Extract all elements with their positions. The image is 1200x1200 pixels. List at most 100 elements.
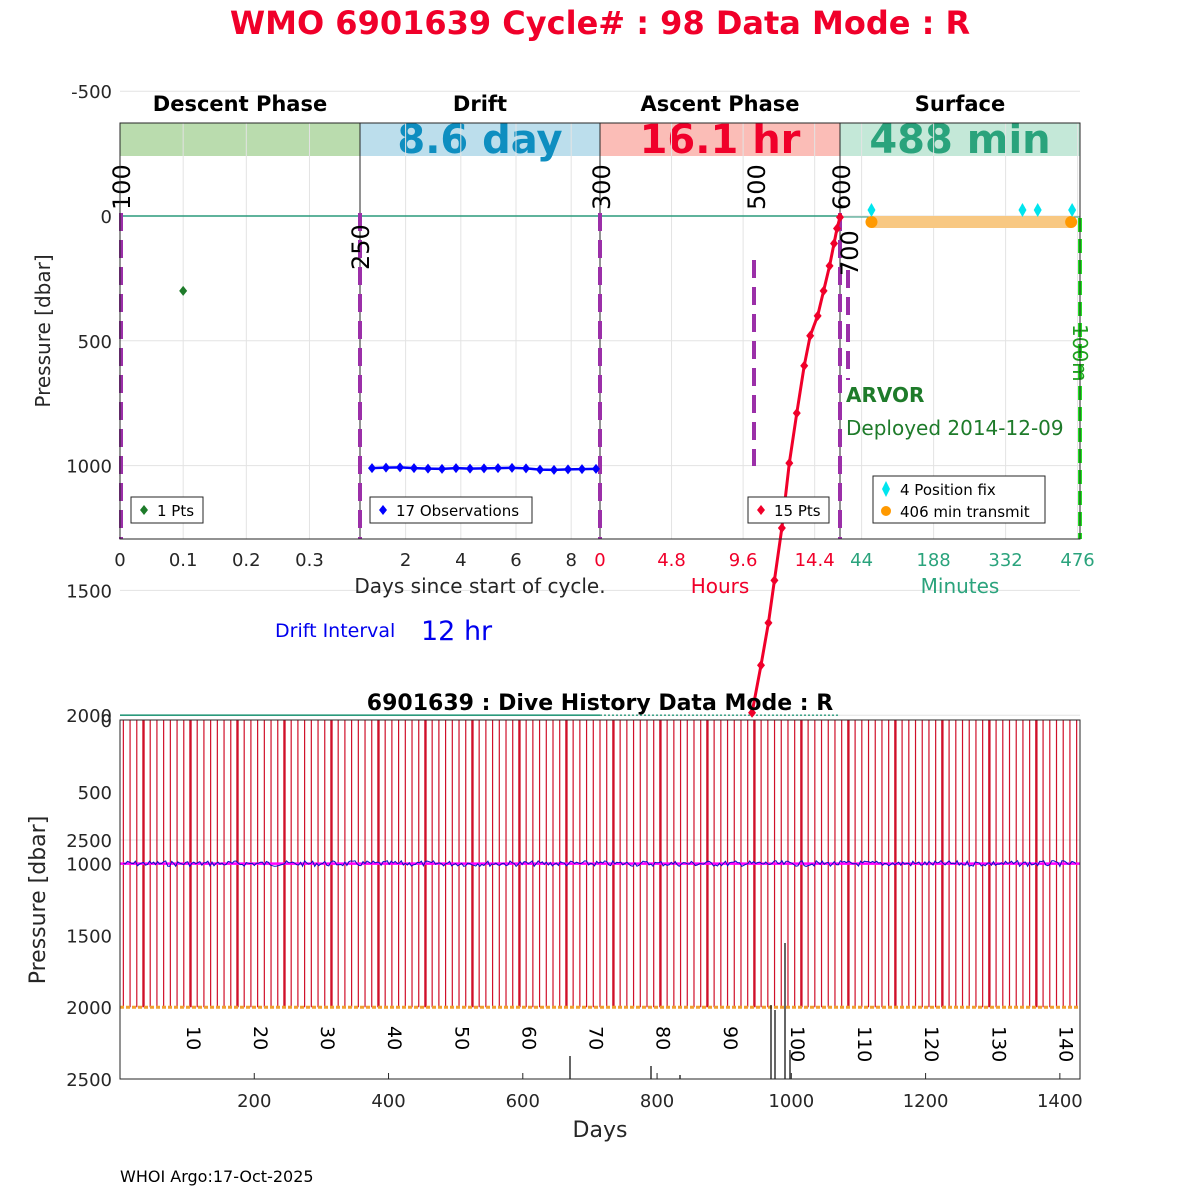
phase-band-3 (840, 123, 1080, 156)
ascent-point (785, 458, 794, 469)
bottom-x-tick-label: 400 (371, 1091, 405, 1112)
transmit-point (865, 216, 878, 228)
marker-label: 700 (836, 230, 864, 276)
top-axes-frame (119, 122, 1081, 540)
drift-point (424, 463, 432, 474)
phase-title-1: Drift (453, 92, 507, 116)
bottom-x-tick-label: 1000 (768, 1091, 814, 1112)
bottom-y-tick-label: 2500 (66, 1070, 112, 1091)
marker-label: 500 (743, 164, 771, 210)
phase-title-0: Descent Phase (153, 92, 327, 116)
phase-duration-3: 488 min (869, 117, 1050, 163)
marker-label: 600 (828, 164, 856, 210)
bottom-y-axis-label: Pressure [dbar] (26, 816, 51, 985)
position-fix-point (867, 203, 876, 217)
phase-title-2: Ascent Phase (641, 92, 800, 116)
top-x-tick-label: 6 (510, 550, 521, 571)
phase-duration-1: 8.6 day (397, 117, 562, 163)
ascent-point (792, 408, 801, 419)
bottom-x-axis-label: Days (573, 1118, 628, 1143)
bottom-x-tick-label: 200 (237, 1091, 271, 1112)
marker-label: 100 (108, 164, 136, 210)
ascent-point (819, 285, 828, 296)
dive-history-panel: 6901639 : Dive History Data Mode : R 0 50… (26, 691, 1083, 1143)
top-y-tick-label: 0 (101, 207, 112, 228)
descent-legend-marker (140, 505, 148, 515)
top-y-tick-label: 2000 (66, 706, 112, 727)
cycle-number-label: 110 (853, 1026, 875, 1062)
surface-legend-fix-label: 4 Position fix (900, 481, 996, 499)
descent-legend: 1 Pts (130, 496, 204, 524)
bottom-x-tick-label: 800 (640, 1091, 674, 1112)
drift-point (508, 462, 516, 473)
ascent-point (833, 223, 842, 234)
ascent-point (770, 575, 779, 586)
bottom-y-tick-label: 500 (78, 783, 112, 804)
ascent-point (825, 260, 834, 271)
top-x-tick-label: 0 (594, 550, 605, 571)
days-axis-label: Days since start of cycle. (354, 574, 605, 598)
dive-history-series (120, 720, 1080, 1079)
drift-interval-label: Drift Interval (275, 620, 395, 642)
drift-point (578, 464, 586, 475)
ascent-point (836, 212, 844, 223)
ascent-point (800, 360, 809, 371)
position-fix-point (1033, 203, 1042, 217)
ascent-legend-marker (757, 505, 765, 515)
top-x-tick-label: 0.1 (169, 550, 198, 571)
drift-point (410, 463, 418, 474)
bottom-tick-labels: 0 500 1000 1500 2000 2500 200 400 600 800 1000 1200… (66, 711, 1083, 1112)
drift-point (382, 462, 390, 473)
phase-title-3: Surface (915, 92, 1005, 116)
bottom-y-tick-label: 1500 (66, 926, 112, 947)
top-y-tick-label: 2500 (66, 831, 112, 852)
descent-point (179, 285, 188, 296)
cycle-number-label: 100 (786, 1026, 808, 1062)
cycle-number-label: 40 (383, 1026, 405, 1050)
bottom-y-tick-label: 2000 (66, 998, 112, 1019)
drift-point (368, 463, 376, 474)
drift-point (536, 464, 544, 475)
drift-point (452, 463, 460, 474)
top-y-axis-label: Pressure [dbar] (31, 254, 55, 407)
cycle-number-label: 60 (517, 1026, 539, 1050)
top-x-tick-label: 14.4 (795, 550, 835, 571)
drift-point (466, 463, 474, 474)
drift-point (592, 463, 600, 474)
drift-legend-marker (379, 505, 387, 515)
drift-point (438, 463, 446, 474)
bottom-axes-frame (119, 719, 1081, 1080)
ascent-point (830, 238, 839, 249)
descent-legend-label: 1 Pts (157, 502, 194, 520)
surface-legend-fix-marker (882, 481, 890, 497)
bottom-y-tick-label: 1000 (66, 855, 112, 876)
top-y-tick-label: -500 (71, 82, 112, 103)
phase-band-1 (360, 123, 600, 156)
phase-duration-2: 16.1 hr (640, 117, 801, 163)
cycle-number-label: 30 (316, 1026, 338, 1050)
ascent-point (813, 310, 822, 321)
footer-credit: WHOI Argo:17-Oct-2025 (120, 1167, 314, 1186)
cycle-number-label: 90 (719, 1026, 741, 1050)
cycle-number-label: 130 (987, 1026, 1009, 1062)
top-x-tick-label: 188 (916, 550, 950, 571)
drift-point (564, 464, 572, 475)
cycle-number-label: 80 (652, 1026, 674, 1050)
top-x-tick-label: 4.8 (657, 550, 686, 571)
cycle-number-label: 140 (1055, 1026, 1077, 1062)
transmit-point (1065, 216, 1078, 228)
hours-axis-label: Hours (691, 574, 750, 598)
dive-history-title: 6901639 : Dive History Data Mode : R (367, 691, 833, 716)
drift-point (550, 464, 558, 475)
bottom-y-tick-label: 0 (101, 711, 112, 732)
bottom-x-tick-label: 600 (506, 1091, 540, 1112)
phase-band-2 (600, 123, 840, 156)
top-x-tick-label: 4 (455, 550, 466, 571)
ascent-point (748, 707, 757, 718)
cycle-number-label: 10 (182, 1026, 204, 1050)
top-x-tick-label: 0.2 (232, 550, 261, 571)
